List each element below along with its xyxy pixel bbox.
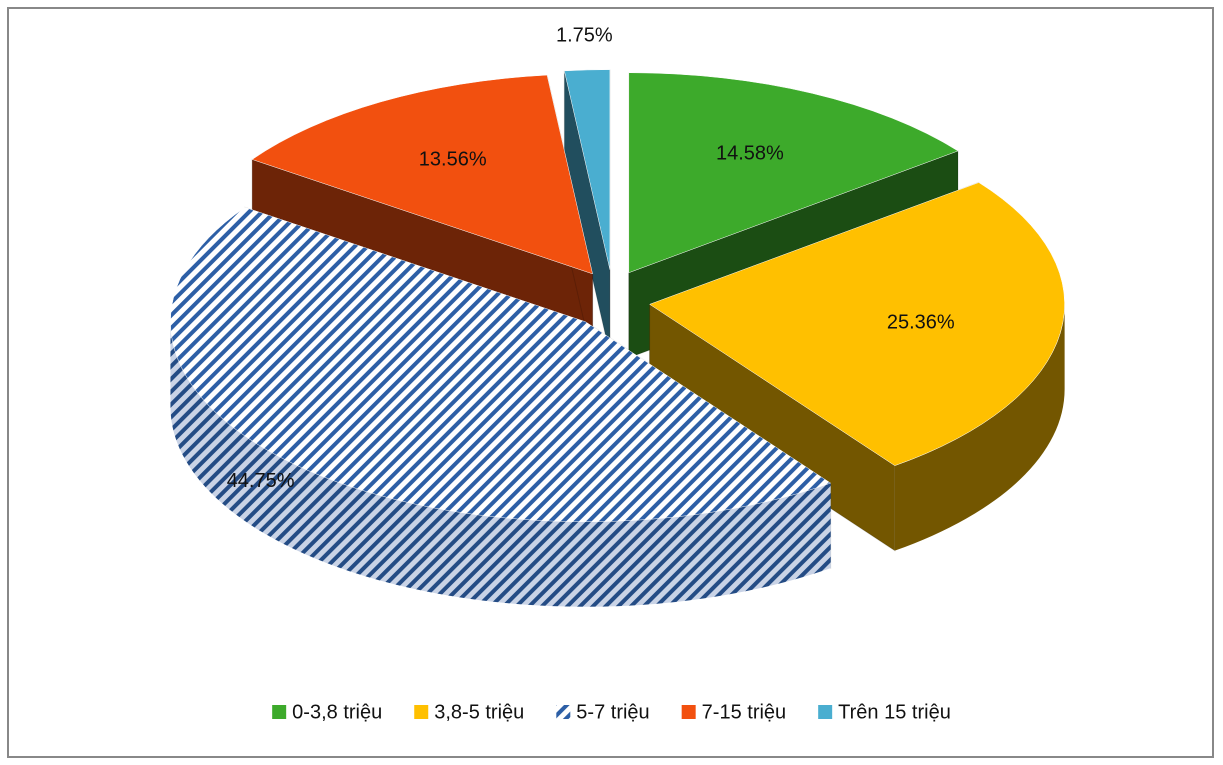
data-label: 1.75%	[556, 24, 613, 46]
slice-top	[170, 207, 832, 522]
legend-swatch	[681, 705, 696, 719]
slice-outer-wall	[170, 321, 831, 607]
labels: 14.58% 25.36% 44.75% 13.56% 1.75%	[227, 24, 955, 492]
data-label: 13.56%	[419, 149, 487, 171]
slice-top	[251, 74, 593, 275]
legend-item: 7-15 triệu	[681, 701, 787, 723]
legend-swatch	[818, 705, 833, 719]
slice-top	[564, 69, 611, 270]
slice	[563, 69, 611, 355]
legend-item: Trên 15 triệu	[818, 701, 951, 723]
slices	[170, 69, 1065, 607]
slice-outer-wall	[894, 304, 1065, 551]
legend-swatch	[556, 705, 571, 719]
legend-swatch	[272, 705, 287, 719]
legend-label: 0-3,8 triệu	[292, 701, 382, 723]
legend-label: Trên 15 triệu	[838, 701, 951, 723]
slice-top	[628, 72, 959, 274]
legend-label: 3,8-5 triệu	[434, 701, 524, 723]
slice	[649, 181, 1065, 552]
data-label: 44.75%	[227, 470, 295, 492]
legend-label: 7-15 triệu	[702, 701, 787, 723]
data-label: 25.36%	[887, 311, 955, 333]
legend-item: 0-3,8 triệu	[272, 701, 382, 723]
legend-swatch	[414, 705, 429, 719]
slice	[170, 206, 832, 607]
legend-label: 5-7 triệu	[576, 701, 649, 723]
slice-top	[649, 182, 1065, 466]
legend-item: 5-7 triệu	[556, 701, 650, 723]
legend: 0-3,8 triệu 3,8-5 triệu 5-7 triệu 7-15 triệ…	[272, 701, 951, 723]
data-label: 14.58%	[716, 143, 784, 165]
legend-item: 3,8-5 triệu	[414, 701, 524, 723]
